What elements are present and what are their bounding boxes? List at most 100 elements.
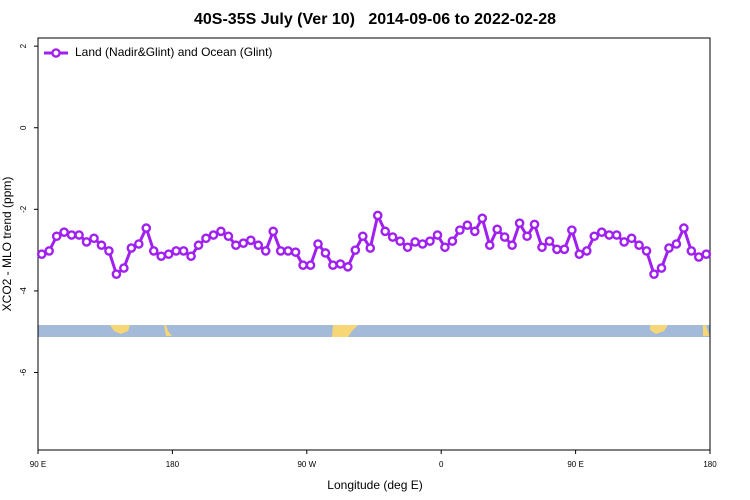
data-point [305, 260, 316, 271]
data-point [260, 246, 271, 256]
data-point [66, 230, 77, 240]
data-point [529, 219, 540, 230]
data-point [231, 240, 241, 251]
land [332, 325, 358, 337]
y-tick-label: 0 [19, 125, 28, 130]
data-point [126, 243, 137, 253]
data-point [537, 242, 547, 253]
data-point [44, 246, 55, 256]
data-point [193, 240, 204, 251]
data-point [335, 259, 346, 269]
data-point [290, 247, 301, 257]
data-point [313, 239, 323, 249]
y-tick-label: -6 [19, 368, 28, 376]
data-point [589, 231, 600, 242]
data-point [36, 249, 47, 259]
y-tick-label: 2 [19, 43, 28, 48]
data-point [432, 230, 443, 240]
chart-title: 40S-35S July (Ver 10) 2014-09-06 to 2022… [194, 11, 556, 28]
data-point [350, 245, 361, 255]
data-point [641, 246, 652, 256]
data-point [171, 246, 181, 256]
data-point [656, 263, 667, 273]
data-point [619, 237, 629, 247]
land [650, 325, 668, 334]
data-point [201, 233, 211, 244]
y-tick-label: -2 [19, 205, 28, 213]
land [110, 325, 130, 334]
data-point [298, 260, 308, 271]
data-point [626, 233, 637, 244]
data-point [111, 269, 122, 279]
data-point [59, 227, 69, 237]
data-point [104, 246, 114, 256]
data-point [582, 246, 592, 256]
data-point [417, 239, 428, 249]
data-point [275, 246, 286, 256]
data-point [425, 236, 435, 246]
data-point [328, 260, 338, 271]
data-point [544, 236, 555, 246]
data-point [89, 233, 99, 244]
data-point [268, 226, 279, 237]
map-strip [38, 325, 710, 337]
x-tick-label: 90 E [30, 460, 46, 469]
data-point [51, 231, 62, 242]
data-point [686, 246, 697, 256]
data-point [81, 237, 92, 247]
data-point [701, 249, 712, 259]
data-point [402, 242, 413, 253]
data-point [380, 226, 391, 237]
data-point [133, 239, 144, 249]
data-point [671, 239, 682, 249]
x-tick-label: 0 [439, 460, 444, 469]
land [164, 325, 172, 336]
data-point [611, 230, 622, 240]
data-point [455, 225, 465, 235]
data-point [283, 246, 293, 256]
data-point [492, 224, 503, 235]
y-tick-label: -4 [19, 287, 28, 295]
data-point [514, 218, 525, 228]
data-point [477, 213, 488, 224]
data-point [156, 251, 166, 262]
data-point [507, 240, 517, 251]
data-point [552, 244, 562, 255]
x-tick-label: 180 [703, 460, 717, 469]
data-point [499, 232, 510, 242]
plot-frame [37, 37, 711, 451]
y-axis-label: XCO2 - MLO trend (ppm) [0, 177, 14, 312]
x-axis-label: Longitude (deg E) [327, 478, 422, 492]
x-tick-label: 90 W [297, 460, 316, 469]
data-point [163, 249, 174, 259]
data-point [567, 225, 577, 235]
x-tick-label: 90 E [567, 460, 583, 469]
legend-marker [51, 48, 61, 58]
data-point [74, 230, 84, 240]
data-point [372, 210, 383, 221]
data-point [447, 236, 458, 246]
data-point [216, 226, 226, 237]
data-point [410, 237, 420, 247]
data-point [484, 240, 495, 251]
data-point [679, 223, 689, 233]
data-point [96, 240, 107, 251]
data-point [440, 242, 450, 253]
data-point [604, 230, 615, 240]
data-point [462, 220, 473, 231]
data-point [186, 251, 196, 262]
data-point [649, 269, 659, 279]
data-point [320, 248, 331, 258]
data-point [694, 252, 704, 262]
data-point [245, 235, 256, 246]
data-point [634, 240, 644, 251]
data-point [365, 243, 376, 253]
data-point [208, 230, 219, 240]
data-point [119, 263, 129, 273]
data-point [469, 226, 480, 237]
data-point [574, 249, 585, 259]
data-point [664, 243, 674, 253]
ocean-band [38, 325, 710, 337]
data-point [343, 262, 353, 272]
